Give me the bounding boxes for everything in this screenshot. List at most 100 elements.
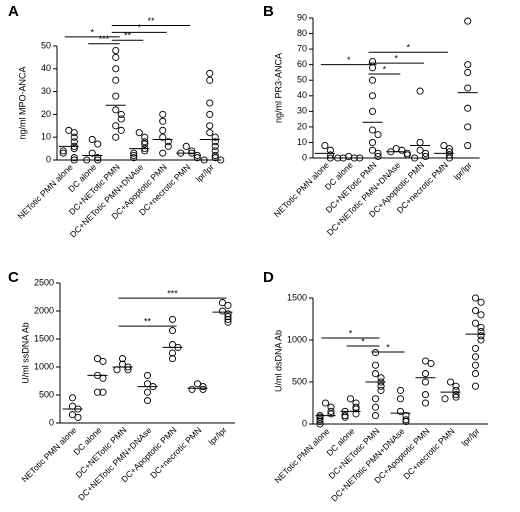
data-point: [464, 84, 472, 92]
data-point: [371, 395, 380, 403]
y-tick-label: 40: [297, 90, 307, 100]
data-point: [471, 370, 480, 378]
data-point: [224, 301, 232, 309]
data-point: [445, 151, 453, 159]
data-point: [352, 410, 360, 418]
data-point: [164, 138, 172, 146]
data-point: [135, 129, 143, 137]
data-point: [368, 76, 377, 84]
data-point: [211, 142, 219, 150]
y-tick-label: 80: [297, 28, 307, 38]
y-tick-label: 1000: [287, 334, 307, 344]
data-point: [168, 349, 177, 357]
y-tick-label: 0: [49, 417, 54, 427]
data-point: [402, 417, 410, 426]
data-point: [199, 385, 207, 393]
data-point: [464, 142, 472, 150]
data-point: [421, 370, 430, 378]
y-tick-label: 50: [297, 75, 307, 85]
y-tick-label: 70: [297, 43, 307, 53]
y-tick-label: 1000: [34, 361, 54, 371]
data-point: [159, 110, 167, 118]
y-tick-label: 500: [292, 376, 307, 386]
data-point: [218, 299, 227, 307]
data-point: [117, 115, 125, 123]
data-point: [112, 122, 120, 130]
data-point: [371, 361, 380, 369]
data-point: [112, 106, 120, 114]
y-tick-label: 60: [297, 59, 307, 69]
data-point: [374, 152, 382, 160]
data-point: [477, 311, 485, 319]
data-point: [452, 391, 460, 399]
data-point: [396, 395, 405, 403]
data-point: [113, 366, 121, 374]
data-point: [464, 104, 472, 112]
data-point: [352, 405, 360, 413]
data-point: [477, 332, 485, 340]
significance-label: ***: [99, 34, 110, 44]
data-point: [94, 156, 102, 164]
y-tick-label: 0: [302, 152, 307, 162]
panel-letter: D: [263, 269, 274, 286]
y-tick-label: 30: [41, 86, 51, 96]
data-point: [199, 383, 207, 391]
data-point: [70, 133, 78, 141]
x-tick-label: lpr/lpr: [452, 160, 474, 182]
data-point: [59, 147, 67, 155]
data-point: [316, 420, 324, 428]
data-point: [141, 140, 149, 148]
y-tick-label: 90: [297, 12, 307, 22]
data-point: [371, 412, 380, 420]
data-point: [471, 307, 480, 315]
data-point: [193, 380, 202, 388]
data-point: [464, 68, 472, 76]
data-point: [464, 17, 472, 25]
y-tick-label: 20: [41, 109, 51, 119]
data-point: [368, 64, 377, 72]
data-point: [403, 151, 411, 159]
data-point: [471, 319, 480, 327]
y-tick-label: 50: [41, 40, 51, 50]
data-point: [471, 353, 480, 361]
data-point: [217, 156, 225, 164]
y-tick-label: 0: [302, 418, 307, 428]
y-tick-label: 10: [41, 132, 51, 142]
data-point: [112, 53, 120, 61]
data-point: [168, 355, 177, 363]
y-tick-label: 30: [297, 106, 307, 116]
data-point: [464, 123, 472, 131]
data-point: [112, 65, 120, 73]
data-point: [93, 355, 102, 363]
data-point: [88, 135, 96, 144]
data-point: [200, 156, 208, 164]
data-point: [368, 92, 377, 100]
x-tick-label: NETotic PMN alone: [272, 160, 331, 219]
significance-label: *: [406, 43, 410, 53]
y-tick-label: 10: [297, 137, 307, 147]
data-point: [211, 138, 219, 146]
data-point: [164, 142, 172, 150]
data-point: [321, 399, 330, 407]
data-point: [421, 378, 430, 386]
significance-label: *: [383, 64, 387, 74]
data-point: [416, 87, 424, 95]
x-tick-label: NETotic PMN alone: [16, 162, 75, 221]
data-point: [368, 107, 377, 115]
data-point: [327, 410, 335, 418]
x-tick-label: lpr/lpr: [194, 162, 216, 184]
data-point: [211, 147, 219, 155]
data-point: [316, 413, 324, 421]
data-point: [206, 129, 214, 137]
data-point: [94, 154, 102, 162]
x-tick-label: NETotic PMN alone: [272, 426, 331, 485]
data-point: [182, 142, 190, 150]
data-point: [341, 413, 349, 421]
data-point: [159, 117, 167, 125]
data-point: [224, 313, 232, 321]
data-point: [206, 69, 214, 77]
significance-label: **: [144, 316, 152, 326]
significance-label: *: [361, 336, 365, 346]
significance-label: **: [147, 16, 155, 26]
data-point: [99, 388, 107, 396]
